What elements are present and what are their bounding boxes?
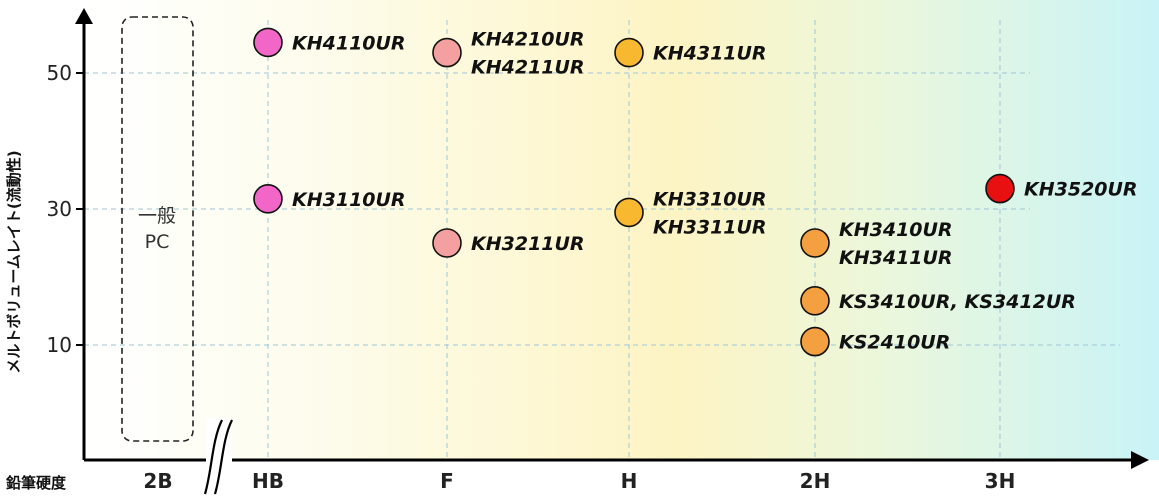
data-point xyxy=(614,37,644,68)
x-axis-title: 鉛筆硬度 xyxy=(6,474,67,492)
data-point xyxy=(800,285,830,316)
data-label: KH3311UR xyxy=(653,216,767,238)
data-point xyxy=(614,197,644,228)
x-tick-label: 2H xyxy=(800,469,831,493)
reference-box-label: 一般 xyxy=(138,205,176,227)
y-tick-label: 10 xyxy=(47,333,72,357)
data-label: KH3410UR xyxy=(839,219,953,241)
data-label: KH3110UR xyxy=(292,189,406,211)
data-label: KH4211UR xyxy=(471,57,585,79)
data-label: KH3211UR xyxy=(471,233,585,255)
data-point xyxy=(432,37,462,68)
data-label: KS3410UR, KS3412UR xyxy=(839,291,1076,313)
data-label: KH3411UR xyxy=(839,247,953,269)
y-axis-arrow-icon xyxy=(75,8,93,24)
x-tick-label: H xyxy=(621,469,638,493)
axis-break-mark xyxy=(213,419,233,495)
x-tick-label: 3H xyxy=(985,469,1016,493)
y-tick-label: 30 xyxy=(47,197,72,221)
data-point xyxy=(800,326,830,357)
reference-box xyxy=(121,16,194,442)
data-point xyxy=(253,27,283,58)
data-point xyxy=(985,173,1015,204)
reference-box-label: PC xyxy=(145,231,170,253)
x-tick-label: F xyxy=(440,469,454,493)
axis-break-mark xyxy=(203,419,223,495)
data-label: KH3520UR xyxy=(1024,179,1138,201)
data-label: KS2410UR xyxy=(839,332,950,354)
x-axis-arrow-icon xyxy=(1131,451,1149,469)
data-point xyxy=(253,184,283,214)
data-label: KH3310UR xyxy=(653,188,767,210)
data-label: KH4210UR xyxy=(471,29,585,51)
y-tick-label: 50 xyxy=(47,61,72,85)
plot-background xyxy=(84,0,1159,460)
data-point xyxy=(432,228,462,258)
x-tick-label: 2B xyxy=(143,469,172,493)
y-axis-title: メルトボリュームレイト(流動性) xyxy=(5,150,23,373)
data-label: KH4110UR xyxy=(292,32,406,54)
data-point xyxy=(800,228,830,258)
x-tick-label: HB xyxy=(252,469,284,493)
data-label: KH4311UR xyxy=(653,43,767,65)
